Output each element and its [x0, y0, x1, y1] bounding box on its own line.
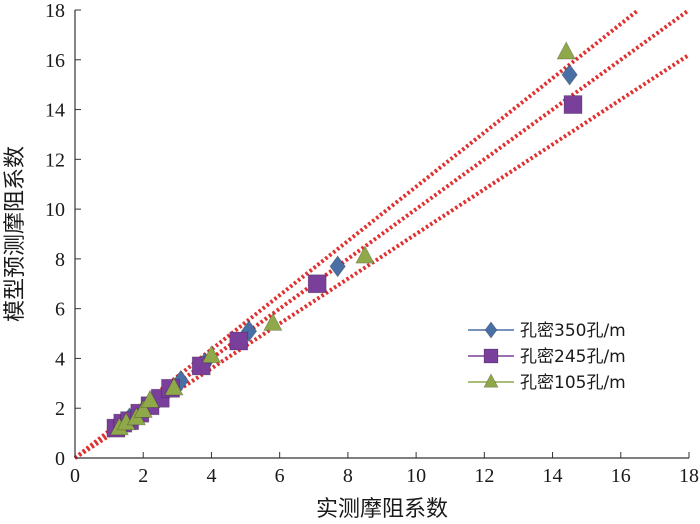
- y-tick-label: 10: [45, 199, 65, 221]
- x-tick-label: 14: [543, 465, 563, 487]
- y-axis-title: 模型预测摩阻系数: [3, 146, 28, 322]
- y-tick-label: 0: [55, 448, 65, 470]
- y-tick-label: 6: [55, 299, 65, 321]
- legend-square-marker: [483, 348, 499, 364]
- triangle-data-point: [263, 312, 283, 331]
- x-axis-title: 实测摩阻系数: [316, 497, 448, 522]
- y-tick-label: 18: [45, 0, 65, 22]
- diamond-data-point: [329, 255, 346, 278]
- legend-label: 孔密105孔/m: [520, 373, 626, 393]
- x-tick-label: 0: [70, 465, 80, 487]
- legend-item-2: 孔密245孔/m: [468, 347, 626, 367]
- x-tick-label: 16: [611, 465, 631, 487]
- series-triangle: [109, 41, 576, 436]
- triangle-data-point: [556, 41, 576, 60]
- diamond-data-point: [561, 63, 578, 86]
- x-tick-label: 12: [474, 465, 494, 487]
- y-tick-label: 2: [55, 398, 65, 420]
- series-diamond: [111, 63, 578, 437]
- axes: [74, 10, 689, 459]
- square-data-point: [563, 95, 583, 114]
- triangle-data-point: [355, 245, 375, 264]
- triangle-data-point: [164, 377, 184, 396]
- triangle-data-point: [140, 389, 160, 408]
- x-tick-label: 18: [679, 465, 699, 487]
- triangle-data-point: [133, 399, 153, 418]
- square-data-point: [307, 274, 327, 294]
- legend-item-1: 孔密350孔/m: [468, 321, 626, 341]
- legend-label: 孔密245孔/m: [520, 347, 626, 367]
- x-tick-label: 8: [343, 465, 353, 487]
- x-tick-label: 6: [275, 465, 285, 487]
- legend: 孔密350孔/m 孔密245孔/m 孔密105孔/m: [468, 321, 626, 393]
- y-tick-label: 14: [45, 100, 65, 122]
- x-tick-label: 4: [206, 465, 216, 487]
- legend-item-3: 孔密105孔/m: [468, 373, 626, 393]
- ticks: 0 2 4 6 8 10 12 14 16 18 0 2 4 6 8 10 12 14 16 18: [45, 0, 699, 487]
- y-tick-label: 4: [55, 348, 65, 370]
- legend-triangle-marker: [483, 373, 499, 388]
- y-tick-label: 16: [45, 50, 65, 72]
- y-tick-label: 12: [45, 149, 65, 171]
- legend-diamond-marker: [484, 321, 498, 339]
- x-tick-label: 10: [406, 465, 426, 487]
- legend-label: 孔密350孔/m: [520, 321, 626, 341]
- y-tick-label: 8: [55, 249, 65, 271]
- x-tick-label: 2: [138, 465, 148, 487]
- triangle-data-point: [201, 344, 222, 364]
- data-points: [106, 41, 583, 438]
- square-data-point: [229, 331, 249, 351]
